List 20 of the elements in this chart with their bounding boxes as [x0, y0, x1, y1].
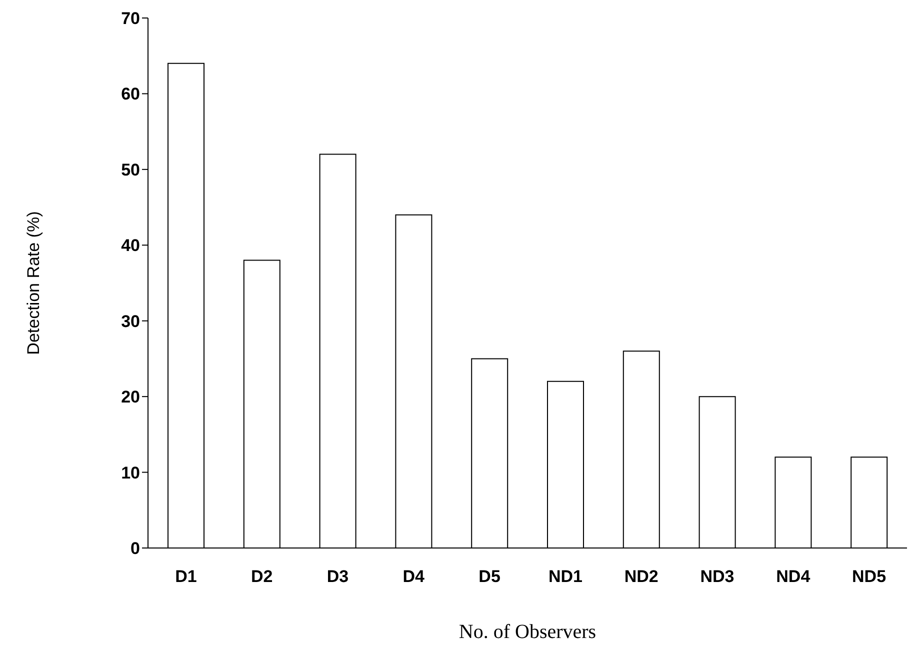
- x-tick-label: ND4: [776, 567, 811, 586]
- x-tick-label: D1: [175, 567, 197, 586]
- x-tick-label: ND3: [700, 567, 734, 586]
- y-axis-title: Detection Rate (%): [24, 211, 44, 355]
- x-tick-label: D3: [326, 567, 349, 586]
- y-tick-label: 20: [121, 388, 140, 407]
- y-tick-label: 30: [121, 312, 140, 331]
- x-axis-title: No. of Observers: [458, 621, 596, 643]
- x-tick-label: ND2: [624, 567, 658, 586]
- y-tick-label: 10: [121, 463, 140, 482]
- y-tick-label: 60: [121, 84, 140, 104]
- x-tick-label: D4: [402, 567, 426, 586]
- y-tick-label: 0: [130, 539, 140, 558]
- x-tick-label: D5: [478, 567, 500, 586]
- x-tick-label: ND5: [852, 567, 886, 586]
- x-tick-label: ND1: [548, 567, 582, 586]
- x-tick-label: D2: [250, 567, 273, 586]
- y-tick-label: 70: [121, 9, 140, 28]
- y-tick-label: 50: [121, 160, 140, 180]
- y-tick-label: 40: [121, 236, 140, 256]
